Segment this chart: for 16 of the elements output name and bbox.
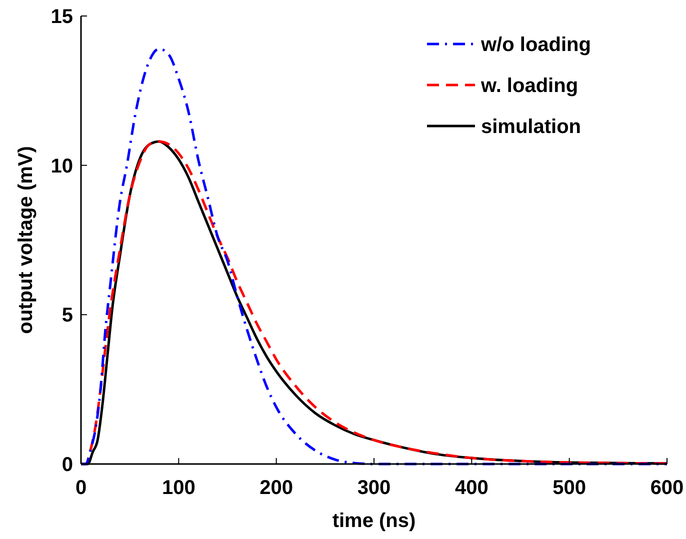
- x-tick-label: 500: [552, 477, 586, 499]
- x-axis-title: time (ns): [332, 510, 416, 532]
- y-axis-title: output voltage (mV): [15, 146, 37, 334]
- x-tick-label: 0: [75, 477, 87, 499]
- legend-label: w. loading: [480, 75, 578, 97]
- x-tick-label: 400: [454, 477, 488, 499]
- y-tick-label: 15: [50, 6, 73, 28]
- legend-label: simulation: [481, 116, 582, 138]
- x-tick-label: 200: [260, 477, 294, 499]
- legend-label: w/o loading: [480, 34, 591, 56]
- y-tick-label: 5: [62, 304, 73, 327]
- x-tick-label: 600: [650, 477, 684, 499]
- y-tick-label: 0: [62, 454, 73, 476]
- y-tick-label: 10: [50, 155, 73, 178]
- x-tick-label: 100: [162, 477, 196, 499]
- x-tick-label: 300: [357, 477, 391, 499]
